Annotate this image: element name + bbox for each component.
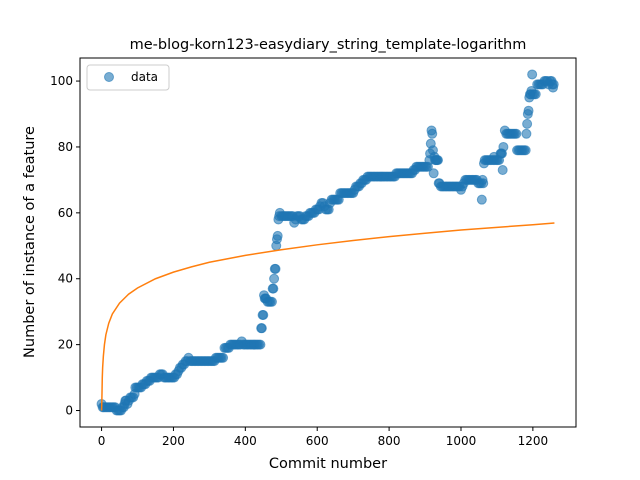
plot-area — [96, 69, 559, 416]
data-point — [428, 168, 439, 179]
x-tick-label: 1000 — [446, 434, 477, 448]
legend: data — [86, 64, 170, 91]
y-axis-label: Number of instance of a feature — [22, 126, 38, 358]
legend-marker-data — [104, 72, 114, 82]
axis-ticks: 0 200 400 600 800 1000 1200 0 20 40 60 80 100 — [50, 74, 548, 448]
data-point — [269, 273, 280, 284]
data-point — [270, 263, 281, 274]
data-point — [266, 296, 277, 307]
chart-title: me-blog-korn123-easydiary_string_templat… — [130, 37, 527, 53]
data-point — [497, 165, 508, 176]
x-tick-label: 400 — [234, 434, 257, 448]
y-tick-label: 20 — [58, 338, 73, 352]
x-tick-label: 1200 — [518, 434, 549, 448]
y-tick-label: 80 — [58, 140, 73, 154]
legend-label-data: data — [131, 70, 158, 84]
x-tick-label: 600 — [306, 434, 329, 448]
data-point — [268, 283, 279, 294]
axes-frame — [79, 57, 577, 428]
data-point — [548, 79, 559, 90]
data-point — [523, 105, 534, 116]
data-point — [498, 141, 509, 152]
y-tick-label: 0 — [65, 404, 73, 418]
data-point — [256, 323, 267, 334]
data-point — [218, 352, 229, 363]
data-point — [427, 128, 438, 139]
y-tick-label: 100 — [50, 74, 73, 88]
y-tick-label: 40 — [58, 272, 73, 286]
data-point — [272, 230, 283, 241]
data-point — [522, 118, 533, 129]
data-point — [476, 194, 487, 205]
data-point — [255, 339, 266, 350]
x-tick-label: 200 — [162, 434, 185, 448]
data-point — [478, 178, 489, 189]
data-point — [520, 145, 531, 156]
data-point — [530, 89, 541, 100]
y-tick-label: 60 — [58, 206, 73, 220]
x-tick-label: 800 — [378, 434, 401, 448]
fit-line — [100, 222, 555, 411]
legend-box — [86, 64, 170, 91]
data-point — [521, 128, 532, 139]
data-point — [258, 309, 269, 320]
x-tick-label: 0 — [98, 434, 106, 448]
data-point — [527, 69, 538, 80]
data-point — [432, 155, 443, 166]
data-point — [511, 128, 522, 139]
x-axis-label: Commit number — [269, 456, 387, 472]
